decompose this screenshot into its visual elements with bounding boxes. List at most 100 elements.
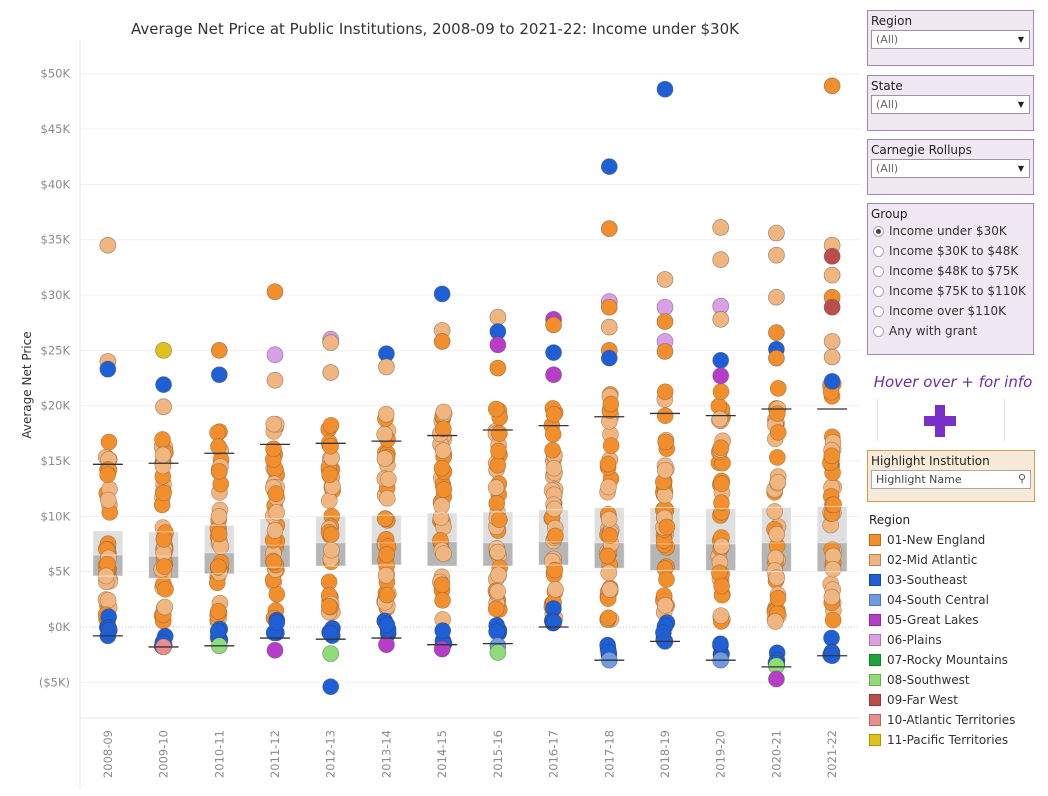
data-point bbox=[433, 497, 450, 514]
group-option[interactable]: Income under $30K bbox=[868, 221, 1033, 241]
legend-label: 06-Plains bbox=[887, 633, 942, 647]
legend-label: 03-Southeast bbox=[887, 573, 968, 587]
data-point bbox=[154, 446, 172, 464]
state-dropdown[interactable]: (All) ▼ bbox=[871, 95, 1030, 114]
data-point bbox=[769, 380, 787, 397]
data-point bbox=[322, 417, 340, 434]
legend-item[interactable]: 06-Plains bbox=[869, 630, 942, 650]
legend-item[interactable]: 02-Mid Atlantic bbox=[869, 550, 977, 570]
data-point bbox=[376, 450, 394, 467]
data-point bbox=[378, 358, 395, 376]
data-point bbox=[210, 342, 228, 359]
legend-title: Region bbox=[869, 513, 911, 527]
data-point bbox=[601, 581, 619, 598]
data-point bbox=[712, 635, 729, 653]
data-point bbox=[545, 366, 562, 384]
data-point bbox=[266, 346, 284, 364]
legend-item[interactable]: 03-Southeast bbox=[869, 570, 967, 590]
data-point bbox=[600, 298, 618, 316]
data-point bbox=[768, 525, 786, 543]
data-point bbox=[544, 425, 562, 443]
data-point bbox=[99, 466, 116, 484]
data-point bbox=[656, 313, 674, 330]
group-option[interactable]: Income $48K to $75K bbox=[868, 261, 1033, 281]
group-option[interactable]: Any with grant bbox=[868, 321, 1033, 341]
radio-button[interactable] bbox=[873, 325, 884, 337]
legend-item[interactable]: 05-Great Lakes bbox=[869, 610, 978, 630]
data-point bbox=[490, 566, 507, 584]
box-outline bbox=[649, 506, 681, 572]
legend-swatch bbox=[869, 694, 881, 706]
carnegie-filter-label: Carnegie Rollups bbox=[871, 143, 972, 157]
group-option[interactable]: Income $75K to $110K bbox=[868, 281, 1033, 301]
data-point bbox=[823, 629, 840, 647]
highlight-institution-panel: Highlight Institution Highlight Name ⚲ bbox=[867, 450, 1035, 502]
data-point bbox=[99, 591, 117, 609]
chevron-down-icon: ▼ bbox=[1017, 164, 1024, 173]
carnegie-dropdown[interactable]: (All) ▼ bbox=[871, 159, 1030, 178]
legend-item[interactable]: 01-New England bbox=[869, 530, 985, 550]
data-point bbox=[434, 592, 451, 609]
y-tick-label: $40K bbox=[41, 177, 71, 191]
data-point bbox=[547, 581, 564, 598]
legend-item[interactable]: 08-Southwest bbox=[869, 670, 970, 690]
data-point bbox=[210, 602, 227, 620]
data-point bbox=[379, 490, 396, 507]
legend-swatch bbox=[869, 614, 881, 626]
box-outline bbox=[148, 531, 180, 579]
radio-button[interactable] bbox=[873, 285, 884, 297]
data-point bbox=[656, 298, 674, 316]
scatter-plot: $50K $45K $40K $35K $30K $25K $20K $15K $10K $5K $… bbox=[20, 40, 860, 790]
data-point bbox=[99, 491, 117, 509]
data-point bbox=[433, 459, 451, 477]
data-point bbox=[769, 589, 787, 607]
legend-item[interactable]: 07-Rocky Mountains bbox=[869, 650, 1008, 670]
group-option[interactable]: Income over $110K bbox=[868, 301, 1033, 321]
data-point bbox=[712, 439, 730, 457]
data-point bbox=[823, 247, 841, 265]
data-point bbox=[155, 376, 172, 394]
carnegie-filter: Carnegie Rollups (All) ▼ bbox=[867, 139, 1034, 195]
data-point bbox=[768, 349, 785, 367]
data-point bbox=[713, 494, 730, 512]
group-option-label: Income under $30K bbox=[889, 224, 1007, 238]
data-point bbox=[657, 433, 674, 451]
radio-button[interactable] bbox=[873, 265, 884, 277]
highlight-name-input[interactable]: Highlight Name ⚲ bbox=[871, 470, 1031, 489]
data-point bbox=[547, 527, 564, 545]
box-outline bbox=[92, 530, 124, 577]
data-point bbox=[824, 560, 842, 578]
x-tick-label: 2016-17 bbox=[547, 730, 561, 778]
data-point bbox=[712, 219, 730, 236]
group-option-label: Any with grant bbox=[889, 324, 978, 338]
data-point bbox=[377, 567, 395, 584]
info-plus-area[interactable] bbox=[877, 399, 1005, 441]
data-point bbox=[768, 324, 785, 341]
data-point bbox=[768, 670, 785, 688]
y-tick-label: $0K bbox=[48, 620, 71, 634]
data-point bbox=[378, 546, 396, 563]
data-point bbox=[487, 479, 505, 496]
legend-item[interactable]: 09-Far West bbox=[869, 690, 958, 710]
data-point bbox=[267, 485, 285, 503]
radio-button[interactable] bbox=[873, 225, 884, 237]
group-option[interactable]: Income $30K to $48K bbox=[868, 241, 1033, 261]
box-outline bbox=[760, 506, 792, 573]
data-point bbox=[322, 526, 340, 544]
data-point bbox=[602, 437, 620, 454]
region-dropdown[interactable]: (All) ▼ bbox=[871, 30, 1030, 49]
data-point bbox=[266, 641, 284, 659]
data-point bbox=[489, 543, 506, 561]
data-point bbox=[154, 431, 171, 448]
x-tick-label: 2013-14 bbox=[379, 730, 393, 778]
legend-item[interactable]: 10-Atlantic Territories bbox=[869, 710, 1015, 730]
radio-button[interactable] bbox=[873, 245, 884, 257]
data-point bbox=[377, 405, 395, 423]
state-filter-label: State bbox=[871, 79, 903, 93]
legend-item[interactable]: 04-South Central bbox=[869, 590, 989, 610]
radio-button[interactable] bbox=[873, 305, 884, 317]
data-point bbox=[268, 614, 286, 631]
box-outline bbox=[538, 509, 570, 566]
data-point bbox=[378, 636, 395, 654]
legend-item[interactable]: 11-Pacific Territories bbox=[869, 730, 1008, 750]
